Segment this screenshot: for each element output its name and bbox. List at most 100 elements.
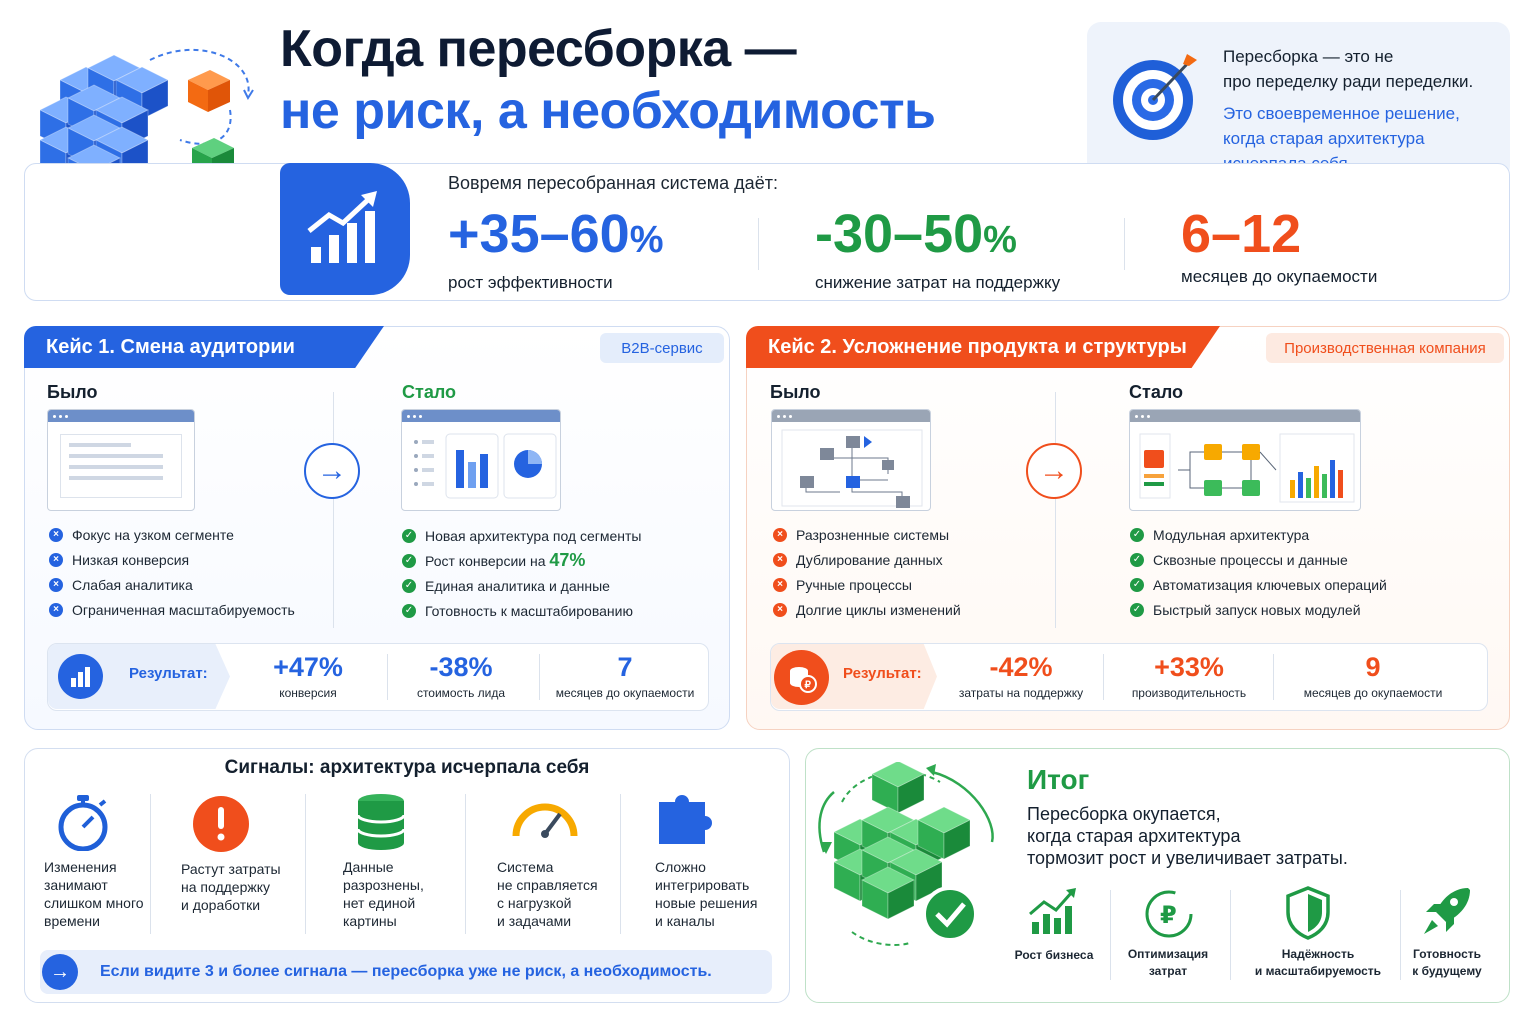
case2-result-value-3: 9 bbox=[1365, 652, 1381, 682]
arrow-right-icon: → bbox=[42, 954, 78, 990]
case2-result-label-3: месяцев до окупаемости bbox=[1303, 686, 1443, 700]
puzzle-icon bbox=[659, 795, 712, 844]
summary-line-1: Пересборка окупается, bbox=[1027, 804, 1221, 824]
summary-line-2: когда старая архитектура bbox=[1027, 826, 1241, 846]
list-item: ✓ Модульная архитектура bbox=[1130, 522, 1387, 547]
summary-line-3: тормозит рост и увеличивает затраты. bbox=[1027, 848, 1348, 868]
list-item-text: Единая аналитика и данные bbox=[425, 577, 610, 594]
case1-before-mockup bbox=[47, 409, 195, 511]
list-item-text: Низкая конверсия bbox=[72, 551, 190, 568]
growth-chart-badge bbox=[280, 163, 410, 295]
stopwatch-icon bbox=[58, 795, 108, 851]
stat-payback: 6–12 месяцев до окупаемости bbox=[1181, 203, 1377, 287]
page-title: Когда пересборка — не риск, а необходимо… bbox=[280, 18, 936, 142]
green-cubes-illustration bbox=[818, 762, 994, 946]
case2-result-value-2: +33% bbox=[1154, 652, 1224, 682]
case2-after-list: ✓ Модульная архитектура ✓ Сквозные процесс… bbox=[1130, 522, 1387, 622]
list-item-text: Слабая аналитика bbox=[72, 576, 193, 593]
list-item: × Долгие циклы изменений bbox=[773, 597, 961, 622]
signal-text-5: Сложно интегрировать новые решения и каналы bbox=[655, 859, 758, 929]
case1-title: Кейс 1. Смена аудитории bbox=[24, 326, 384, 368]
list-item: × Дублирование данных bbox=[773, 547, 961, 572]
list-item-text: Автоматизация ключевых операций bbox=[1153, 576, 1387, 593]
case1-result-value-1: +47% bbox=[273, 652, 343, 682]
list-item-text: Новая архитектура под сегменты bbox=[425, 527, 642, 544]
list-item: ✓ Рост конверсии на 47% bbox=[402, 548, 642, 573]
signal-text-3: Данные разрознены, нет единой картины bbox=[343, 859, 424, 929]
case1-after-heading: Стало bbox=[402, 382, 457, 402]
case2-result-label-1: затраты на поддержку bbox=[958, 686, 1084, 700]
list-item-text: Быстрый запуск новых модулей bbox=[1153, 601, 1361, 618]
case1-result-row: Результат: +47% конверсия -38% стоимость… bbox=[47, 643, 709, 711]
case1-after-mockup bbox=[401, 409, 561, 511]
case1-result-label: Результат: bbox=[129, 665, 208, 682]
list-item-text: Разрозненные системы bbox=[796, 526, 950, 543]
signals-callout: → Если видите 3 и более сигнала — пересб… bbox=[40, 950, 772, 994]
svg-text:₽: ₽ bbox=[804, 680, 811, 691]
list-item-text: Модульная архитектура bbox=[1153, 526, 1310, 543]
case1-result-value-2: -38% bbox=[429, 652, 493, 682]
list-item-text: Ручные процессы bbox=[796, 576, 912, 593]
summary-title: Итог bbox=[1027, 764, 1090, 795]
stats-band bbox=[24, 163, 1510, 301]
list-item-text: Долгие циклы изменений bbox=[796, 601, 961, 618]
case2-after-mockup bbox=[1129, 409, 1361, 511]
signals-callout-text: Если видите 3 и более сигнала — пересбор… bbox=[100, 963, 712, 980]
case2-result-label-2: производительность bbox=[1131, 686, 1247, 700]
stat-costs-value: -30–50 bbox=[815, 204, 984, 264]
case2-before-mockup bbox=[771, 409, 931, 511]
case1-after-list: ✓ Новая архитектура под сегменты ✓ Рост ко… bbox=[402, 523, 642, 623]
benefit-label-3: Надёжность и масштабируемость bbox=[1254, 947, 1382, 978]
case1-before-list: × Фокус на узком сегменте × Низкая конверс… bbox=[49, 522, 295, 622]
signal-text-2: Растут затраты на поддержку и доработки bbox=[181, 861, 281, 913]
quote-line-1: Пересборка — это не bbox=[1223, 47, 1394, 66]
case2-title: Кейс 2. Усложнение продукта и структуры bbox=[746, 326, 1220, 368]
stat-efficiency-unit: % bbox=[629, 219, 664, 261]
list-item: ✓ Единая аналитика и данные bbox=[402, 573, 642, 598]
list-item: ✓ Быстрый запуск новых модулей bbox=[1130, 597, 1387, 622]
case1-result-label-1: конверсия bbox=[279, 686, 337, 700]
case1-result-label-2: стоимость лида bbox=[416, 686, 506, 700]
case1-tag: B2B-сервис bbox=[600, 333, 724, 363]
case1-before-heading: Было bbox=[47, 382, 98, 402]
benefit-label-2: Оптимизация затрат bbox=[1127, 947, 1209, 978]
stat-payback-value: 6–12 bbox=[1181, 204, 1302, 264]
svg-text:₽: ₽ bbox=[1160, 901, 1177, 929]
title-line-2: не риск, а необходимость bbox=[280, 82, 936, 140]
list-item: ✓ Сквозные процессы и данные bbox=[1130, 547, 1387, 572]
case1-arrow-icon: → bbox=[304, 443, 360, 499]
list-item-text: Фокус на узком сегменте bbox=[72, 526, 234, 543]
quote-card: Пересборка — это не про переделку ради п… bbox=[1087, 22, 1510, 180]
list-item: ✓ Новая архитектура под сегменты bbox=[402, 523, 642, 548]
case2-result-row: ₽ Результат: -42% затраты на поддержку +… bbox=[770, 643, 1488, 711]
case2-result-value-1: -42% bbox=[989, 652, 1053, 682]
quote-line-2: про переделку ради переделки. bbox=[1223, 72, 1474, 91]
quote-line-3: Это своевременное решение, bbox=[1223, 104, 1460, 123]
case2-before-heading: Было bbox=[770, 382, 821, 402]
list-item-text: Рост конверсии на bbox=[425, 553, 550, 569]
benefit-label-4: Готовность к будущему bbox=[1412, 947, 1482, 978]
list-item: ✓ Готовность к масштабированию bbox=[402, 598, 642, 623]
stat-efficiency: +35–60% рост эффективности bbox=[448, 203, 664, 293]
growth-chart-icon bbox=[307, 191, 377, 263]
stat-costs: -30–50% снижение затрат на поддержку bbox=[815, 203, 1060, 293]
shield-icon bbox=[1286, 886, 1330, 940]
list-item: × Слабая аналитика bbox=[49, 572, 295, 597]
stats-intro: Вовремя пересобранная система даёт: bbox=[448, 173, 778, 193]
list-item-text: Дублирование данных bbox=[796, 551, 943, 568]
list-item: ✓ Автоматизация ключевых операций bbox=[1130, 572, 1387, 597]
quote-line-4: когда старая архитектура bbox=[1223, 129, 1425, 148]
conversion-highlight: 47% bbox=[549, 550, 586, 570]
list-item-text: Ограниченная масштабируемость bbox=[72, 601, 295, 618]
stat-efficiency-label: рост эффективности bbox=[448, 273, 613, 292]
case2-after-heading: Стало bbox=[1129, 382, 1184, 402]
title-line-1: Когда пересборка — bbox=[280, 20, 797, 78]
rocket-icon bbox=[1424, 888, 1470, 934]
list-item: × Ручные процессы bbox=[773, 572, 961, 597]
list-item: × Разрозненные системы bbox=[773, 522, 961, 547]
benefit-label-1: Рост бизнеса bbox=[1014, 948, 1094, 962]
target-icon bbox=[1113, 54, 1197, 140]
case2-result-label: Результат: bbox=[843, 665, 922, 682]
gauge-icon bbox=[512, 803, 578, 838]
stat-efficiency-value: +35–60 bbox=[448, 204, 630, 264]
